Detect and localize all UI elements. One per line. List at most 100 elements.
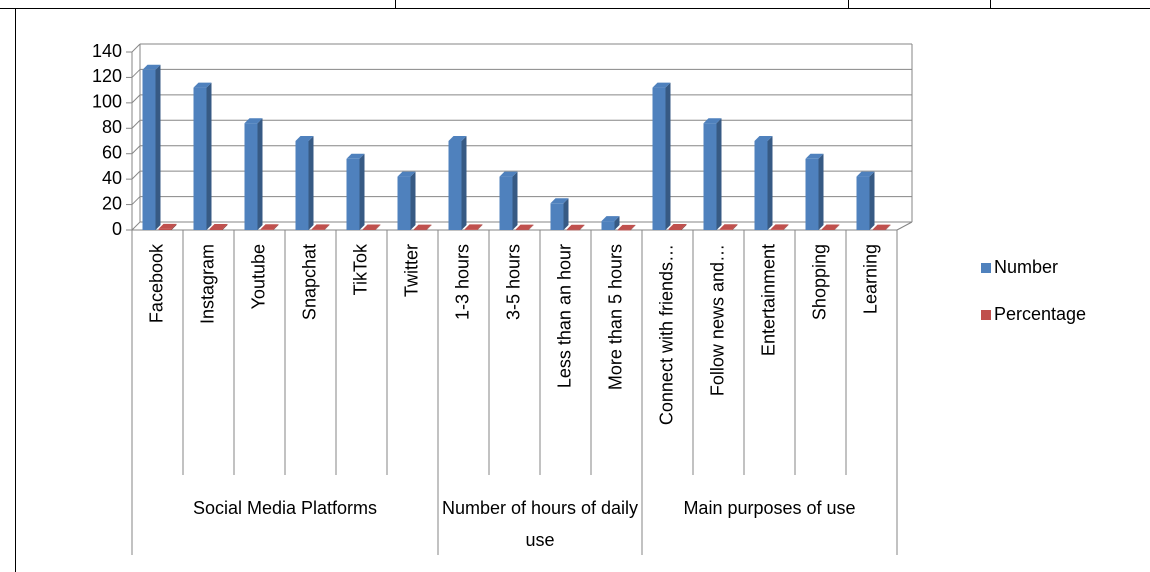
y-tick-label: 140 xyxy=(92,41,122,61)
bar-top xyxy=(193,82,212,88)
x-tick-label: 1-3 hours xyxy=(452,244,472,320)
bar-front xyxy=(754,141,768,230)
bar xyxy=(703,118,722,230)
grid-line xyxy=(131,119,141,129)
bar xyxy=(668,223,687,230)
bar xyxy=(515,224,534,231)
bar-front xyxy=(499,176,513,230)
bar xyxy=(311,224,330,230)
bar-front xyxy=(872,229,886,231)
bar-front xyxy=(566,229,580,231)
group-label: Social Media Platforms xyxy=(192,498,378,518)
bar-side xyxy=(273,224,279,230)
legend-label: Number xyxy=(994,257,1058,277)
bar-top xyxy=(668,223,687,229)
bar-top xyxy=(209,223,228,229)
x-tick-label: 3-5 hours xyxy=(503,244,523,320)
bar-side xyxy=(324,224,330,230)
bar xyxy=(362,224,381,230)
y-tick-label: 40 xyxy=(102,168,122,188)
x-tick-label: Entertainment xyxy=(758,244,778,356)
bar xyxy=(295,136,314,230)
bar xyxy=(413,224,432,231)
bar xyxy=(550,198,569,230)
bar-side xyxy=(155,64,161,230)
y-tick-label: 80 xyxy=(102,117,122,137)
x-tick-label: Twitter xyxy=(401,244,421,297)
y-tick-label: 60 xyxy=(102,142,122,162)
bar-top xyxy=(413,224,432,230)
x-tick-label: More than 5 hours xyxy=(605,244,625,390)
bar-top xyxy=(601,216,620,222)
bar-top xyxy=(754,136,773,141)
bar-side xyxy=(818,153,824,230)
x-tick-label: Follow news and… xyxy=(707,244,727,396)
bar-side xyxy=(512,171,518,230)
y-tick-label: 20 xyxy=(102,193,122,213)
bar-top xyxy=(703,118,722,124)
bar-top xyxy=(295,136,314,141)
bar xyxy=(719,224,738,230)
bar-side xyxy=(783,224,789,230)
bar-side xyxy=(665,82,671,230)
bar-front xyxy=(244,123,258,230)
bar-side xyxy=(359,153,365,230)
bar xyxy=(260,224,279,230)
legend-swatch xyxy=(981,310,991,320)
y-tick-label: 0 xyxy=(112,219,122,239)
bar xyxy=(209,223,228,230)
bar-top xyxy=(821,224,840,230)
bar-front xyxy=(617,229,631,231)
bar-front xyxy=(668,228,682,230)
bar-top xyxy=(311,224,330,230)
bar xyxy=(872,224,891,231)
grid-line xyxy=(131,69,141,78)
bar-top xyxy=(158,223,177,229)
bar xyxy=(856,171,875,230)
bar-front xyxy=(260,229,274,230)
bar-top xyxy=(770,224,789,230)
grid-line xyxy=(131,221,141,231)
bar-side xyxy=(477,224,483,230)
bar-side xyxy=(528,224,534,231)
bar-side xyxy=(426,224,432,231)
x-tick-label: TikTok xyxy=(350,243,370,295)
bar-top xyxy=(362,224,381,230)
bar-front xyxy=(209,228,223,230)
bar-side xyxy=(885,224,891,231)
x-tick-label: Facebook xyxy=(146,243,166,323)
bar-top xyxy=(346,153,365,159)
bar-front xyxy=(346,158,360,230)
bar-front xyxy=(805,158,819,230)
grid-line xyxy=(131,94,141,104)
bar-front xyxy=(770,229,784,230)
bar-side xyxy=(171,223,177,230)
bar-front xyxy=(821,229,835,230)
bar-side xyxy=(222,223,228,230)
bar-side xyxy=(681,223,687,230)
bar-front xyxy=(295,141,309,230)
bar-top xyxy=(244,118,263,124)
bar xyxy=(652,82,671,230)
bar xyxy=(244,118,263,230)
bar-top xyxy=(448,136,467,141)
bar xyxy=(464,224,483,230)
x-tick-label: Shopping xyxy=(809,244,829,320)
bar-side xyxy=(716,118,722,230)
bar-top xyxy=(464,224,483,230)
bar xyxy=(193,82,212,230)
grid-line xyxy=(131,43,141,53)
bar-side xyxy=(767,136,773,230)
bar-top xyxy=(260,224,279,230)
bar-side xyxy=(410,171,416,230)
y-tick-label: 100 xyxy=(92,92,122,112)
bar-side xyxy=(206,82,212,230)
bar-top xyxy=(805,153,824,159)
bar-side xyxy=(308,136,314,230)
bar-side xyxy=(614,216,620,230)
x-tick-label: Snapchat xyxy=(299,244,319,320)
bar-front xyxy=(142,69,156,230)
bar xyxy=(821,224,840,230)
bar-side xyxy=(563,198,569,230)
